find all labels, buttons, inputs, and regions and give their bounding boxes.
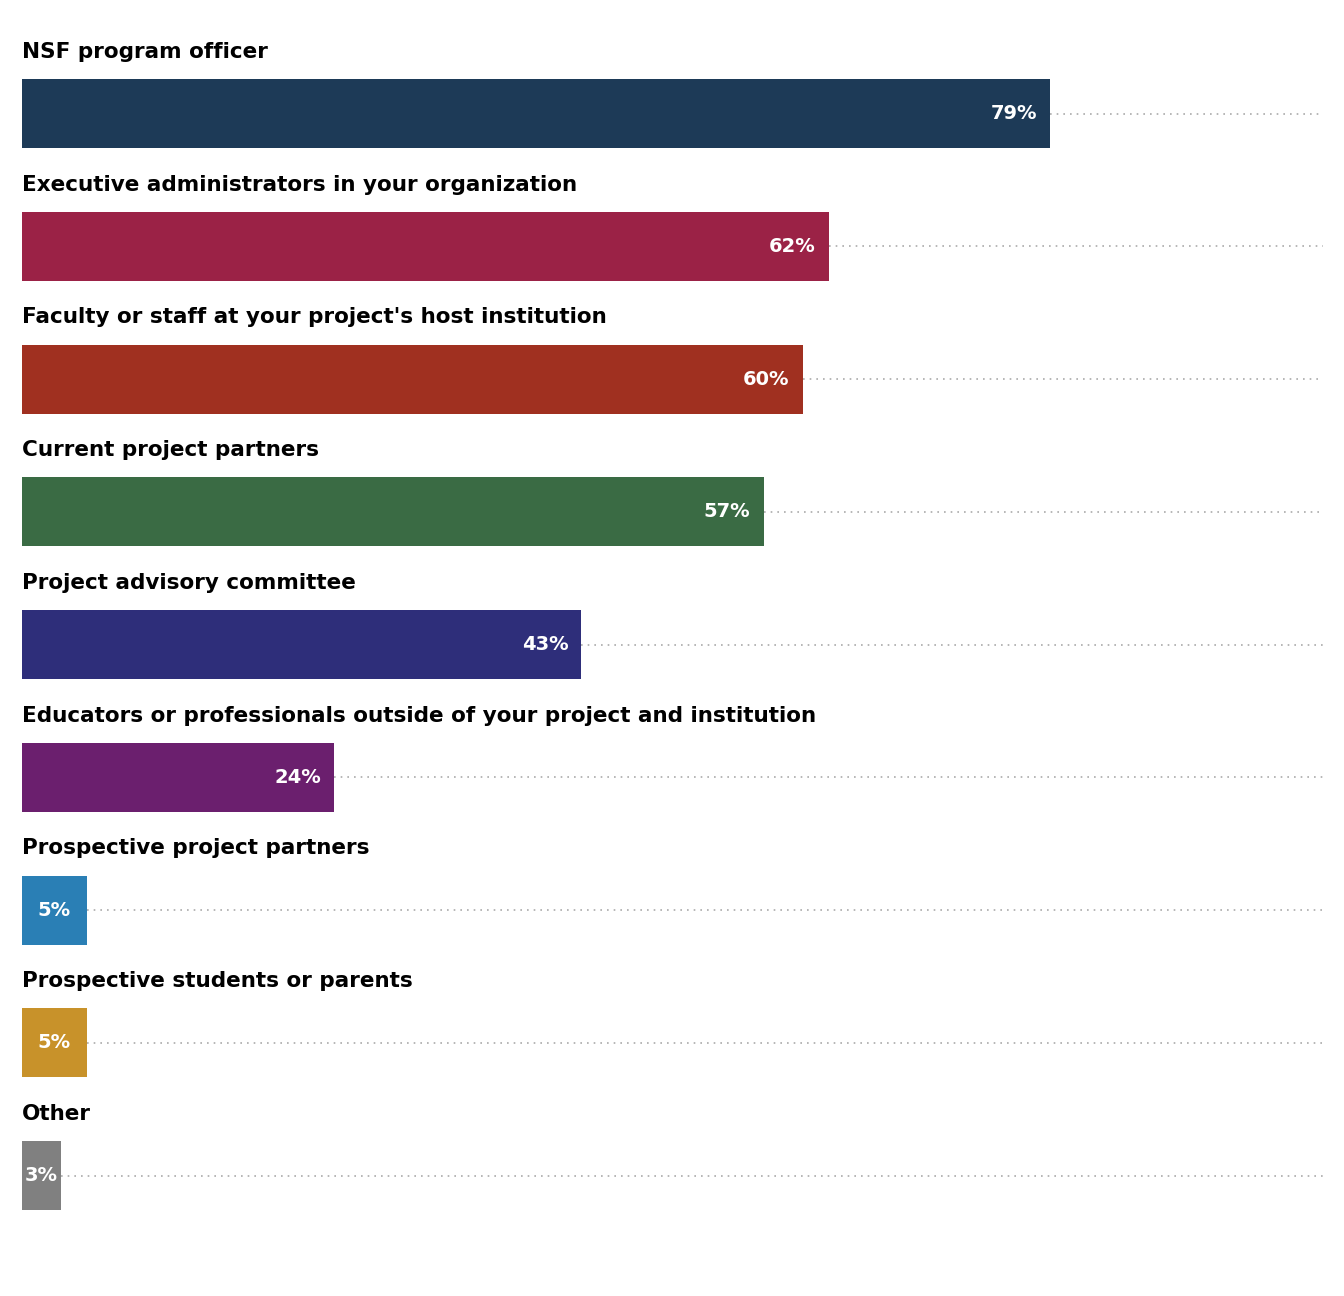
Bar	[22, 345, 802, 413]
Text: 24%: 24%	[274, 769, 321, 787]
Text: Current project partners: Current project partners	[22, 441, 319, 460]
Text: Executive administrators in your organization: Executive administrators in your organiz…	[22, 175, 577, 194]
Text: Faculty or staff at your project's host institution: Faculty or staff at your project's host …	[22, 307, 606, 328]
Text: 62%: 62%	[769, 237, 816, 257]
Bar	[22, 610, 582, 679]
Text: Other: Other	[22, 1104, 90, 1124]
Text: 3%: 3%	[24, 1166, 58, 1185]
Text: Educators or professionals outside of your project and institution: Educators or professionals outside of yo…	[22, 705, 816, 726]
Text: 43%: 43%	[521, 635, 569, 654]
Text: Prospective students or parents: Prospective students or parents	[22, 971, 413, 991]
Text: 60%: 60%	[743, 369, 789, 389]
Bar	[22, 1008, 87, 1077]
Bar	[22, 79, 1050, 148]
Text: Prospective project partners: Prospective project partners	[22, 839, 370, 858]
Text: 5%: 5%	[38, 901, 71, 920]
Bar	[22, 477, 763, 547]
Text: 79%: 79%	[991, 104, 1036, 123]
Text: 5%: 5%	[38, 1033, 71, 1052]
Bar	[22, 876, 87, 945]
Bar	[22, 743, 335, 811]
Text: Project advisory committee: Project advisory committee	[22, 573, 356, 592]
Bar	[22, 213, 829, 281]
Text: 57%: 57%	[704, 503, 750, 521]
Bar	[22, 1140, 60, 1210]
Text: NSF program officer: NSF program officer	[22, 41, 267, 62]
